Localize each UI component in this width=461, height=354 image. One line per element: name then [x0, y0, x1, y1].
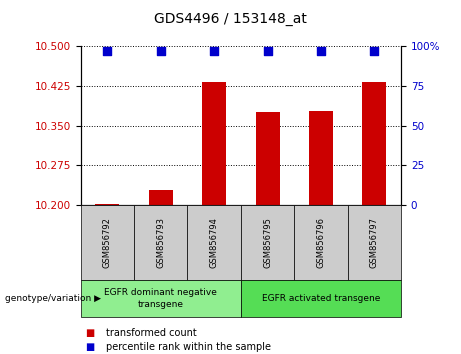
Text: ■: ■: [85, 328, 95, 338]
Text: GSM856792: GSM856792: [103, 217, 112, 268]
Point: [211, 48, 218, 53]
Text: EGFR dominant negative
transgene: EGFR dominant negative transgene: [104, 288, 217, 309]
Bar: [149, 190, 173, 205]
Point: [264, 48, 271, 53]
Text: GSM856795: GSM856795: [263, 217, 272, 268]
Text: GDS4496 / 153148_at: GDS4496 / 153148_at: [154, 12, 307, 27]
Text: transformed count: transformed count: [106, 328, 197, 338]
Point: [317, 48, 325, 53]
Bar: [362, 82, 386, 205]
Point: [104, 48, 111, 53]
Bar: [95, 204, 119, 205]
Point: [157, 48, 165, 53]
Bar: [309, 111, 333, 205]
Bar: [202, 82, 226, 205]
Text: GSM856793: GSM856793: [156, 217, 165, 268]
Bar: [255, 112, 279, 205]
Text: ■: ■: [85, 342, 95, 352]
Text: percentile rank within the sample: percentile rank within the sample: [106, 342, 271, 352]
Point: [371, 48, 378, 53]
Text: genotype/variation ▶: genotype/variation ▶: [5, 294, 100, 303]
Text: GSM856796: GSM856796: [316, 217, 325, 268]
Text: GSM856797: GSM856797: [370, 217, 379, 268]
Text: EGFR activated transgene: EGFR activated transgene: [262, 294, 380, 303]
Text: GSM856794: GSM856794: [210, 217, 219, 268]
